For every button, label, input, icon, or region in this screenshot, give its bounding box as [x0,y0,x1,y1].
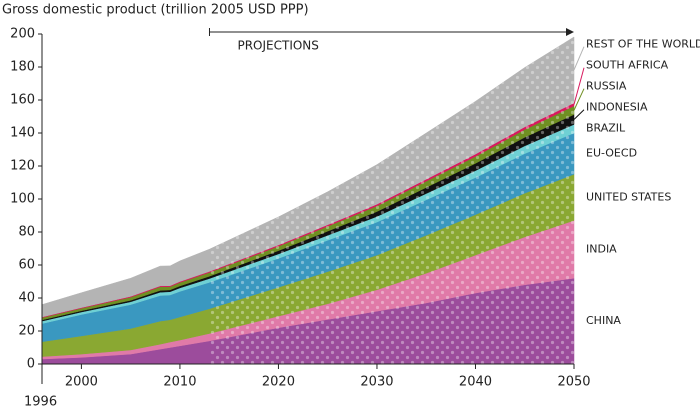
leader-line [573,109,585,120]
x-tick-label: 2050 [557,375,590,390]
y-tick-label: 40 [18,291,35,306]
legend-label: CHINA [586,314,621,327]
legend-label: RUSSIA [586,80,627,93]
leader-line [573,46,585,71]
y-tick-label: 140 [10,126,35,141]
y-axis-title: Gross domestic product (trillion 2005 US… [2,3,309,18]
projection-label: PROJECTIONS [237,39,318,53]
y-tick-label: 0 [27,357,35,372]
y-tick-label: 180 [10,60,35,75]
legend-label: EU-OECD [586,147,637,160]
legend-label: BRAZIL [586,122,626,135]
x-tick-label: 2010 [163,375,196,390]
x-tick-label: 1996 [24,395,57,410]
legend-label: UNITED STATES [586,190,671,203]
y-tick-label: 20 [18,324,35,339]
legend-label: REST OF THE WORLD [586,38,700,51]
y-tick-label: 200 [10,27,35,42]
legend-label: INDONESIA [586,101,648,114]
legend-label: SOUTH AFRICA [586,59,669,72]
projection-texture [209,36,574,364]
y-tick-label: 100 [10,192,35,207]
arrow-head [566,28,574,36]
y-tick-label: 60 [18,258,35,273]
x-tick-label: 2030 [360,375,393,390]
x-tick-label: 2000 [65,375,98,390]
y-tick-label: 80 [18,225,35,240]
leader-line [573,88,585,111]
x-tick-label: 2020 [262,375,295,390]
y-tick-label: 160 [10,93,35,108]
y-tick-label: 120 [10,159,35,174]
x-tick-label: 2040 [459,375,492,390]
legend-label: INDIA [586,242,617,255]
leader-line [573,67,585,105]
